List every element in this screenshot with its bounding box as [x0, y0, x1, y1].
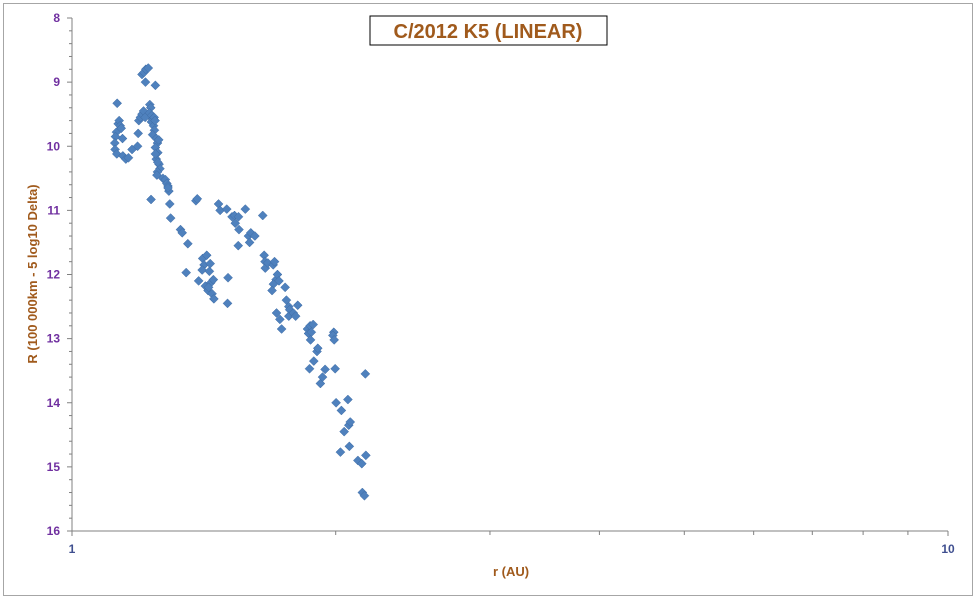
data-point	[112, 98, 123, 109]
data-point	[193, 276, 204, 286]
chart-frame	[3, 3, 973, 596]
y-tick-label: 8	[53, 11, 60, 25]
y-tick-label: 13	[47, 332, 61, 346]
data-point	[343, 394, 353, 405]
data-point	[205, 258, 216, 269]
data-point	[280, 282, 290, 293]
data-point	[177, 227, 188, 238]
data-point	[223, 272, 233, 283]
data-point	[143, 63, 154, 73]
data-point	[152, 157, 163, 168]
y-tick-label: 16	[47, 524, 61, 538]
data-point	[222, 298, 233, 309]
y-tick-label: 11	[47, 203, 60, 217]
data-point	[269, 256, 280, 267]
data-points	[109, 63, 371, 501]
chart-title-box	[369, 15, 608, 46]
data-point	[153, 134, 164, 145]
data-point	[146, 194, 156, 205]
data-point	[320, 364, 330, 375]
data-point	[290, 311, 301, 322]
data-point	[164, 199, 175, 209]
data-point	[331, 397, 341, 408]
y-tick-label: 15	[47, 460, 61, 474]
data-point	[267, 285, 277, 296]
data-point	[305, 335, 316, 345]
data-point	[244, 237, 255, 248]
data-point	[203, 282, 214, 293]
data-point	[292, 300, 303, 311]
data-point	[335, 447, 346, 457]
data-point	[304, 363, 315, 374]
data-point	[257, 210, 268, 221]
data-point	[317, 372, 328, 382]
data-point	[150, 115, 160, 126]
data-point	[249, 231, 260, 241]
y-tick-label: 14	[47, 396, 61, 410]
data-point	[336, 405, 347, 416]
data-point	[234, 224, 244, 235]
data-point	[233, 240, 244, 251]
y-axis-title: R (100 000km - 5 log10 Delta)	[25, 184, 40, 363]
data-point	[165, 213, 176, 223]
data-point	[150, 149, 161, 159]
data-point	[133, 128, 144, 139]
data-point	[344, 441, 355, 452]
data-point	[181, 267, 192, 278]
data-point	[271, 308, 282, 318]
data-point	[276, 324, 287, 334]
data-point	[230, 218, 241, 229]
data-point	[274, 276, 284, 286]
data-point	[197, 265, 208, 275]
x-axis-title: r (AU)	[493, 564, 529, 579]
data-point	[123, 152, 134, 163]
y-tick-label: 12	[47, 268, 61, 282]
data-point	[240, 204, 251, 214]
y-tick-label: 9	[53, 75, 60, 89]
data-point	[183, 238, 193, 249]
data-point	[233, 211, 244, 222]
data-point	[345, 417, 356, 427]
data-point	[356, 458, 367, 469]
data-point	[116, 123, 127, 134]
data-point	[312, 343, 323, 354]
data-point	[221, 204, 232, 214]
chart-title: C/2012 K5 (LINEAR)	[394, 21, 583, 43]
data-point	[150, 80, 161, 91]
data-point	[275, 314, 285, 325]
y-axis-ticks: 8 9 10 11 12 13 14 15 16	[47, 11, 72, 538]
y-tick-label: 10	[47, 139, 61, 153]
data-point	[132, 141, 143, 152]
data-point	[163, 183, 173, 193]
data-point	[361, 450, 371, 461]
data-point	[209, 294, 219, 304]
data-point	[308, 356, 319, 366]
data-point	[140, 77, 151, 87]
data-point	[201, 250, 212, 261]
data-point	[208, 274, 219, 285]
data-point	[204, 266, 215, 277]
data-point	[308, 319, 319, 330]
data-point	[339, 426, 350, 437]
x-tick-label: 1	[69, 542, 76, 556]
x-axis-ticks: 1 10	[69, 531, 955, 556]
data-point	[330, 363, 340, 374]
data-point	[359, 490, 370, 501]
data-point	[117, 133, 128, 144]
data-point	[192, 193, 203, 204]
data-point	[360, 369, 371, 379]
x-tick-label: 10	[941, 542, 955, 556]
data-point	[329, 335, 340, 345]
